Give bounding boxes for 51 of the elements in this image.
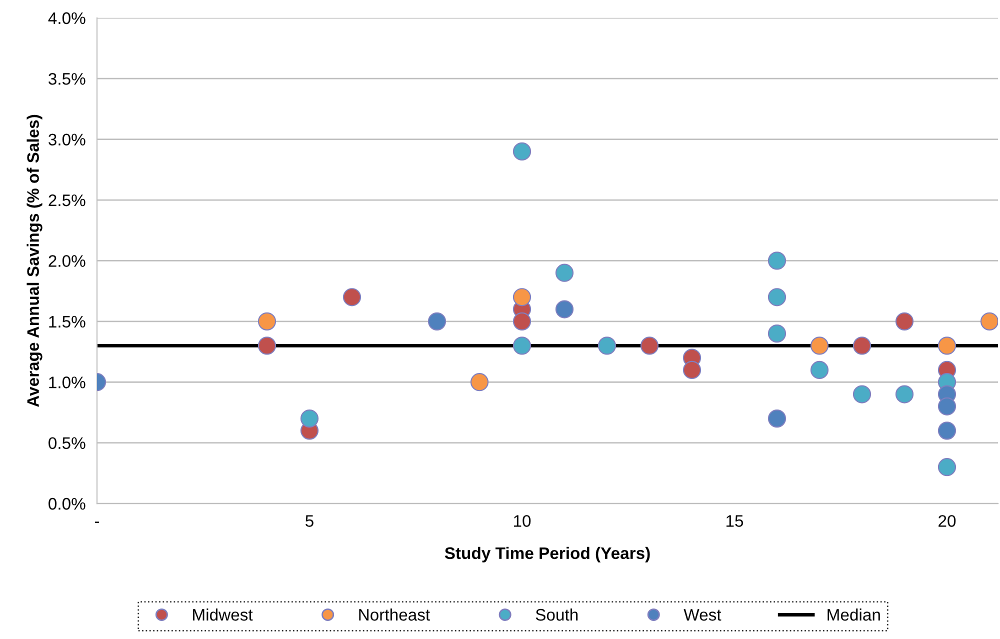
point <box>852 336 872 355</box>
point <box>895 312 914 330</box>
point <box>512 288 532 306</box>
point <box>768 252 786 270</box>
point <box>768 409 786 428</box>
legend-label: West <box>684 609 722 621</box>
legend-label: Midwest <box>193 608 253 621</box>
point <box>810 336 829 355</box>
point <box>895 385 914 404</box>
y-tick-label: 3.0% <box>48 134 86 146</box>
point <box>598 336 616 355</box>
point <box>512 336 532 355</box>
legend-label: Median <box>828 608 880 621</box>
y-axis-title: Average Annual Savings (% of Sales) <box>26 114 42 407</box>
point <box>640 336 659 355</box>
point <box>470 373 489 392</box>
legend-label: South <box>536 608 578 621</box>
point <box>768 288 786 306</box>
y-tick-label: 2.5% <box>48 194 86 206</box>
point <box>980 312 998 330</box>
legend-label: Northeast <box>359 608 430 621</box>
y-tick-label: 0.0% <box>48 498 86 510</box>
point <box>258 336 276 355</box>
point <box>938 397 956 416</box>
x-tick-label: - <box>94 522 100 523</box>
x-tick-label: 20 <box>938 515 956 527</box>
y-tick-label: 0.5% <box>48 437 86 450</box>
point <box>300 409 319 428</box>
point <box>555 264 574 282</box>
point <box>938 422 956 440</box>
y-tick-label: 3.5% <box>48 73 86 85</box>
point <box>555 300 574 318</box>
x-tick-label: 15 <box>726 515 744 527</box>
y-tick-label: 1.5% <box>49 316 86 328</box>
point <box>768 324 786 343</box>
point <box>428 312 446 330</box>
point <box>938 458 956 476</box>
point <box>938 336 956 355</box>
x-tick-label: 10 <box>514 515 531 527</box>
y-tick-label: 4.0% <box>48 12 86 24</box>
point <box>810 360 829 380</box>
x-tick-label: 5 <box>306 515 314 527</box>
x-axis-title: Study Time Period (Years) <box>444 546 650 562</box>
point <box>682 360 702 380</box>
point <box>852 385 872 404</box>
point <box>342 288 362 306</box>
y-tick-label: 2.0% <box>48 255 86 267</box>
y-tick-label: 1.0% <box>49 376 86 388</box>
point <box>512 142 532 161</box>
point <box>258 312 276 330</box>
point <box>512 312 532 330</box>
